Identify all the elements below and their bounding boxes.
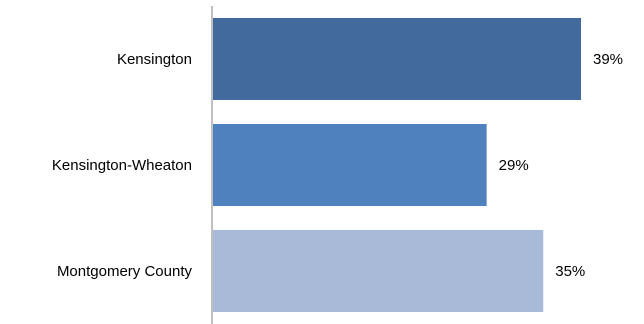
bars-group: Kensington 39% Kensington-Wheaton 29% Montgo… <box>52 18 623 312</box>
bar-kensington <box>213 18 581 100</box>
value-label: 39% <box>593 51 623 68</box>
value-label: 35% <box>555 263 585 280</box>
category-label: Kensington <box>117 51 192 68</box>
value-label: 29% <box>499 157 529 174</box>
category-label: Montgomery County <box>57 263 193 280</box>
category-label: Kensington-Wheaton <box>52 157 192 174</box>
bar-kensington-wheaton <box>213 124 487 206</box>
bar-montgomery-county <box>213 230 544 312</box>
